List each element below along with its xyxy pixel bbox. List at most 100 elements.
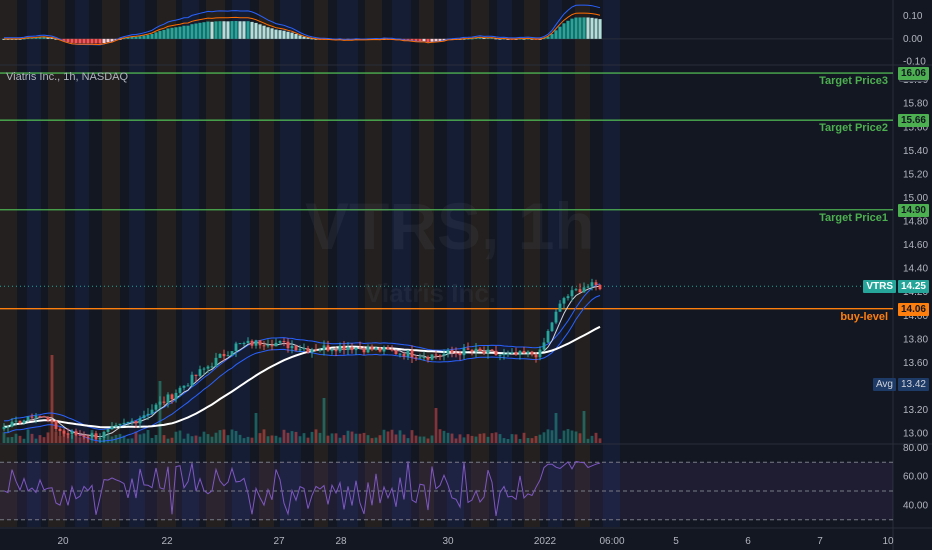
candle-body <box>362 348 366 353</box>
volume-bar <box>442 430 446 443</box>
macd-histogram-bar <box>462 38 466 40</box>
macd-histogram-bar <box>90 38 94 44</box>
avg-label-tag: Avg <box>872 378 896 392</box>
volume-bar <box>430 435 434 443</box>
session-stripe <box>102 0 120 527</box>
macd-histogram-bar <box>266 27 270 39</box>
volume-bar <box>554 413 558 443</box>
macd-histogram-bar <box>134 36 138 39</box>
level-name-label: buy-level <box>840 310 888 323</box>
volume-bar <box>374 437 378 443</box>
volume-bar <box>198 436 202 443</box>
volume-bar <box>366 435 370 443</box>
macd-histogram-bar <box>522 38 526 40</box>
macd-histogram-bar <box>26 37 30 39</box>
volume-bar <box>106 434 110 443</box>
candle-body <box>38 416 42 418</box>
time-axis[interactable]: 20 22 27 28 30 2022 06:00 5 6 7 10 <box>57 536 894 547</box>
macd-histogram-bar <box>590 17 594 39</box>
candle-body <box>598 284 602 290</box>
macd-pane[interactable] <box>0 4 893 46</box>
volume-bar <box>598 438 602 443</box>
candle-body <box>70 431 74 435</box>
macd-histogram-bar <box>190 24 194 39</box>
candle-body <box>558 303 562 312</box>
volume-bar <box>486 436 490 443</box>
volume-bar <box>330 433 334 443</box>
volume-bar <box>206 434 210 443</box>
rsi-tick-label: 80.00 <box>903 443 928 454</box>
time-tick-label: 30 <box>442 536 454 547</box>
candle-body <box>258 340 262 346</box>
candle-body <box>394 350 398 354</box>
candle-body <box>290 345 294 349</box>
candle-body <box>466 348 470 350</box>
candle-body <box>318 349 322 351</box>
macd-tick-label: 0.00 <box>903 34 923 45</box>
volume-bar <box>254 413 258 443</box>
macd-histogram-bar <box>214 21 218 39</box>
macd-histogram-bar <box>426 38 430 43</box>
candle-body <box>98 437 102 439</box>
macd-histogram-bar <box>422 38 426 42</box>
macd-histogram-bar <box>554 30 558 39</box>
candle-body <box>446 350 450 354</box>
candle-body <box>566 296 570 299</box>
price-tick-label: 13.20 <box>903 405 928 416</box>
volume-bar <box>122 435 126 443</box>
macd-histogram-bar <box>46 37 50 39</box>
macd-histogram-bar <box>154 32 158 39</box>
candle-body <box>506 353 510 355</box>
volume-bar <box>530 438 534 443</box>
macd-histogram-bar <box>98 38 102 44</box>
volume-bar <box>286 432 290 443</box>
time-tick-label: 20 <box>57 536 69 547</box>
candle-body <box>442 353 446 356</box>
candle-body <box>274 342 278 347</box>
price-pane[interactable] <box>0 72 893 443</box>
time-tick-label: 5 <box>673 536 679 547</box>
time-tick-label: 10 <box>882 536 894 547</box>
volume-bar <box>350 431 354 443</box>
macd-histogram-bar <box>202 22 206 39</box>
candle-body <box>406 350 410 357</box>
macd-histogram-bar <box>574 17 578 39</box>
macd-histogram-bar <box>530 38 534 40</box>
candle-body <box>34 416 38 418</box>
candle-body <box>478 348 482 352</box>
volume-bar <box>262 429 266 443</box>
session-stripe <box>129 0 145 527</box>
price-axis[interactable]: 16.0015.8015.6015.4015.2015.0014.8014.60… <box>903 11 928 511</box>
candle-body <box>358 347 362 349</box>
volume-bar <box>474 436 478 443</box>
macd-histogram-bar <box>130 36 134 39</box>
rsi-pane[interactable] <box>0 460 893 521</box>
volume-bar <box>490 433 494 443</box>
macd-histogram-bar <box>594 18 598 39</box>
candle-body <box>526 351 530 354</box>
macd-histogram-bar <box>34 37 38 39</box>
candle-body <box>154 404 158 410</box>
macd-histogram-bar <box>150 33 154 39</box>
macd-histogram-bar <box>410 38 414 41</box>
candle-body <box>118 423 122 426</box>
candle-body <box>382 347 386 352</box>
candle-body <box>434 354 438 356</box>
volume-bar <box>218 430 222 443</box>
rsi-line <box>3 460 601 517</box>
volume-bar <box>238 434 242 443</box>
volume-bar <box>250 437 254 443</box>
volume-bar <box>362 432 366 443</box>
macd-histogram-bar <box>242 21 246 39</box>
macd-tick-label: 0.10 <box>903 11 923 22</box>
macd-histogram-bar <box>66 38 70 43</box>
macd-histogram-bar <box>78 38 82 44</box>
session-stripe <box>314 0 328 527</box>
volume-bar <box>506 438 510 443</box>
volume-bar <box>590 435 594 443</box>
candle-body <box>226 355 230 357</box>
volume-bar <box>582 411 586 443</box>
candle-body <box>102 431 106 438</box>
macd-histogram-bar <box>138 36 142 39</box>
